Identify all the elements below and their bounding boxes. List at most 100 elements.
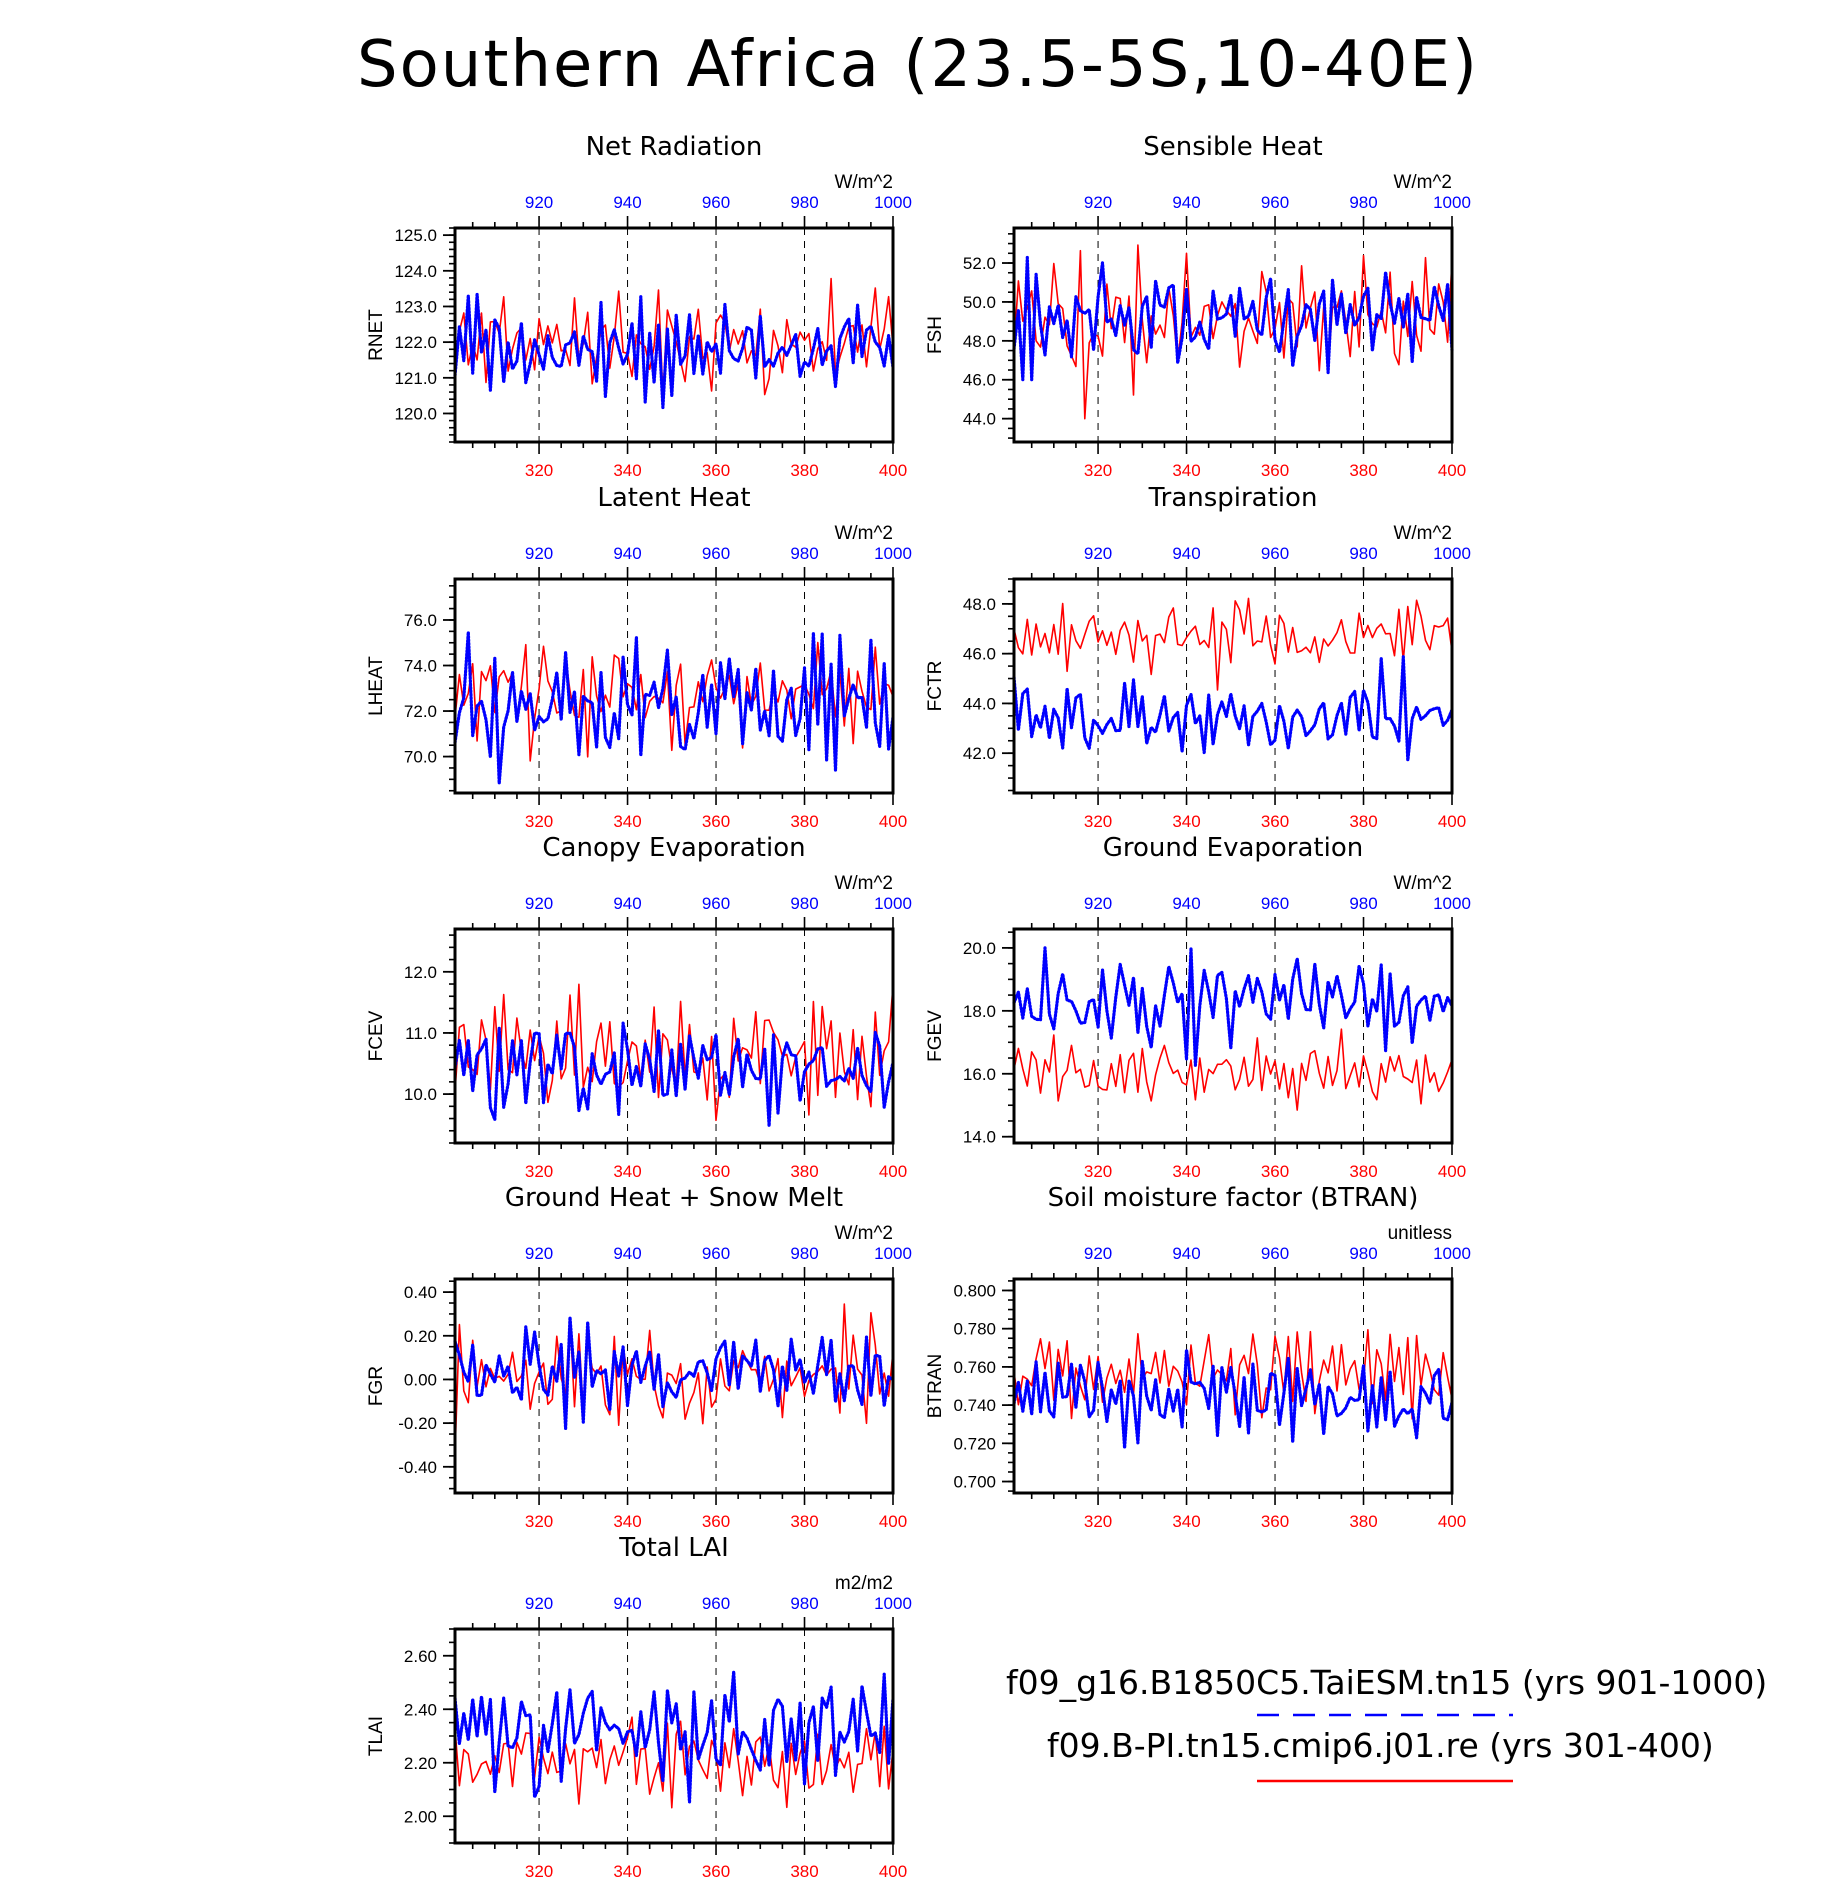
x-tick-label-top: 960 bbox=[1261, 544, 1289, 563]
x-tick-label-top: 940 bbox=[1172, 193, 1200, 212]
x-tick-label-bottom: 340 bbox=[1172, 461, 1200, 480]
plot-frame bbox=[453, 927, 895, 1145]
panel-title: Transpiration bbox=[1148, 483, 1318, 513]
y-axis-label: FGR bbox=[366, 1366, 387, 1406]
series-blue-line bbox=[1012, 255, 1454, 382]
y-tick-label: 52.0 bbox=[963, 254, 996, 273]
x-tick-label-bottom: 380 bbox=[1349, 812, 1377, 831]
x-tick-label-bottom: 380 bbox=[790, 461, 818, 480]
x-tick-label-top: 920 bbox=[525, 1244, 553, 1263]
plot-frame bbox=[1012, 927, 1454, 1145]
panel-fsh: Sensible Heat W/m^2 FSH 320 340 360 380 400 920 9… bbox=[925, 132, 1471, 480]
unit-label: W/m^2 bbox=[834, 1223, 893, 1244]
y-tick-label: 42.0 bbox=[963, 744, 996, 763]
x-tick-label-top: 1000 bbox=[1433, 1244, 1471, 1263]
x-tick-label-bottom: 360 bbox=[1261, 461, 1289, 480]
panel-title: Ground Evaporation bbox=[1103, 833, 1363, 863]
unit-label: W/m^2 bbox=[1393, 523, 1452, 544]
panel-title: Sensible Heat bbox=[1143, 132, 1322, 162]
x-tick-label-top: 980 bbox=[790, 544, 818, 563]
x-tick-label-bottom: 400 bbox=[1438, 1512, 1466, 1531]
x-tick-label-top: 1000 bbox=[1433, 193, 1471, 212]
y-axis-label: FCTR bbox=[925, 661, 946, 712]
y-tick-label: 0.00 bbox=[404, 1370, 437, 1389]
x-tick-label-top: 940 bbox=[1172, 894, 1200, 913]
y-tick-label: 76.0 bbox=[404, 611, 437, 630]
y-tick-label: 0.780 bbox=[953, 1320, 996, 1339]
y-tick-label: 2.60 bbox=[404, 1647, 437, 1666]
x-tick-label-top: 1000 bbox=[874, 894, 912, 913]
series-blue-line bbox=[453, 1315, 895, 1431]
x-tick-label-bottom: 380 bbox=[1349, 461, 1377, 480]
panel-fgr: Ground Heat + Snow Melt W/m^2 FGR 320 340 360… bbox=[366, 1183, 912, 1531]
panel-title: Total LAI bbox=[618, 1533, 729, 1563]
y-tick-label: 120.0 bbox=[394, 404, 437, 423]
y-tick-label: 0.20 bbox=[404, 1327, 437, 1346]
y-tick-label: 48.0 bbox=[963, 332, 996, 351]
unit-label: W/m^2 bbox=[1393, 172, 1452, 193]
y-axis-label: FSH bbox=[925, 316, 946, 354]
y-tick-label: 121.0 bbox=[394, 369, 437, 388]
legend-line-blue bbox=[1257, 1713, 1513, 1717]
y-tick-label: 16.0 bbox=[963, 1065, 996, 1084]
x-tick-label-bottom: 320 bbox=[1084, 1162, 1112, 1181]
x-tick-label-top: 920 bbox=[1084, 1244, 1112, 1263]
x-tick-label-bottom: 320 bbox=[525, 1512, 553, 1531]
x-tick-label-top: 940 bbox=[1172, 544, 1200, 563]
x-tick-label-top: 920 bbox=[1084, 894, 1112, 913]
series-red-line bbox=[1013, 244, 1453, 420]
legend-line-red bbox=[1257, 1779, 1513, 1783]
x-tick-label-top: 980 bbox=[1349, 1244, 1377, 1263]
x-tick-label-bottom: 320 bbox=[1084, 812, 1112, 831]
x-tick-label-bottom: 340 bbox=[613, 1162, 641, 1181]
x-tick-label-top: 1000 bbox=[874, 544, 912, 563]
panel-btran: Soil moisture factor (BTRAN) unitless BTRA… bbox=[925, 1183, 1471, 1531]
unit-label: W/m^2 bbox=[834, 172, 893, 193]
x-tick-label-bottom: 400 bbox=[879, 1862, 907, 1881]
x-tick-label-bottom: 320 bbox=[525, 461, 553, 480]
x-tick-label-bottom: 360 bbox=[702, 812, 730, 831]
series-red-line bbox=[1013, 1028, 1453, 1111]
x-tick-label-bottom: 340 bbox=[1172, 1162, 1200, 1181]
x-tick-label-top: 940 bbox=[613, 193, 641, 212]
unit-label: unitless bbox=[1388, 1223, 1452, 1244]
y-tick-label: 0.740 bbox=[953, 1396, 996, 1415]
x-tick-label-top: 980 bbox=[1349, 894, 1377, 913]
y-tick-label: 20.0 bbox=[963, 939, 996, 958]
y-tick-label: 0.700 bbox=[953, 1473, 996, 1492]
x-tick-label-top: 980 bbox=[790, 1244, 818, 1263]
series-red-line bbox=[454, 1303, 894, 1455]
unit-label: W/m^2 bbox=[834, 523, 893, 544]
x-tick-label-bottom: 360 bbox=[1261, 1162, 1289, 1181]
x-tick-label-top: 1000 bbox=[1433, 544, 1471, 563]
panel-fcev: Canopy Evaporation W/m^2 FCEV 320 340 360 380 4… bbox=[366, 833, 912, 1181]
panel-title: Latent Heat bbox=[597, 483, 750, 513]
unit-label: m2/m2 bbox=[835, 1573, 893, 1594]
plot-frame bbox=[453, 577, 895, 795]
x-tick-label-bottom: 340 bbox=[1172, 1512, 1200, 1531]
x-tick-label-top: 940 bbox=[1172, 1244, 1200, 1263]
panel-title: Net Radiation bbox=[586, 132, 763, 162]
x-tick-label-bottom: 380 bbox=[790, 1162, 818, 1181]
x-tick-label-top: 920 bbox=[525, 544, 553, 563]
x-tick-label-bottom: 320 bbox=[1084, 1512, 1112, 1531]
x-tick-label-top: 980 bbox=[1349, 193, 1377, 212]
x-tick-label-top: 920 bbox=[1084, 544, 1112, 563]
y-tick-label: 2.20 bbox=[404, 1754, 437, 1773]
y-tick-label: 0.800 bbox=[953, 1281, 996, 1300]
y-tick-label: 44.0 bbox=[963, 410, 996, 429]
x-tick-label-top: 1000 bbox=[874, 1594, 912, 1613]
unit-label: W/m^2 bbox=[1393, 873, 1452, 894]
x-tick-label-top: 920 bbox=[525, 1594, 553, 1613]
x-tick-label-bottom: 340 bbox=[613, 1862, 641, 1881]
x-tick-label-bottom: 400 bbox=[879, 461, 907, 480]
x-tick-label-bottom: 400 bbox=[879, 1512, 907, 1531]
series-blue-line bbox=[1012, 655, 1454, 762]
x-tick-label-bottom: 400 bbox=[879, 1162, 907, 1181]
x-tick-label-top: 1000 bbox=[874, 193, 912, 212]
plot-frame bbox=[1012, 577, 1454, 795]
x-tick-label-top: 1000 bbox=[874, 1244, 912, 1263]
x-tick-label-top: 940 bbox=[613, 894, 641, 913]
panel-tlai: Total LAI m2/m2 TLAI 320 340 360 380 400 920 940 9… bbox=[366, 1533, 912, 1881]
